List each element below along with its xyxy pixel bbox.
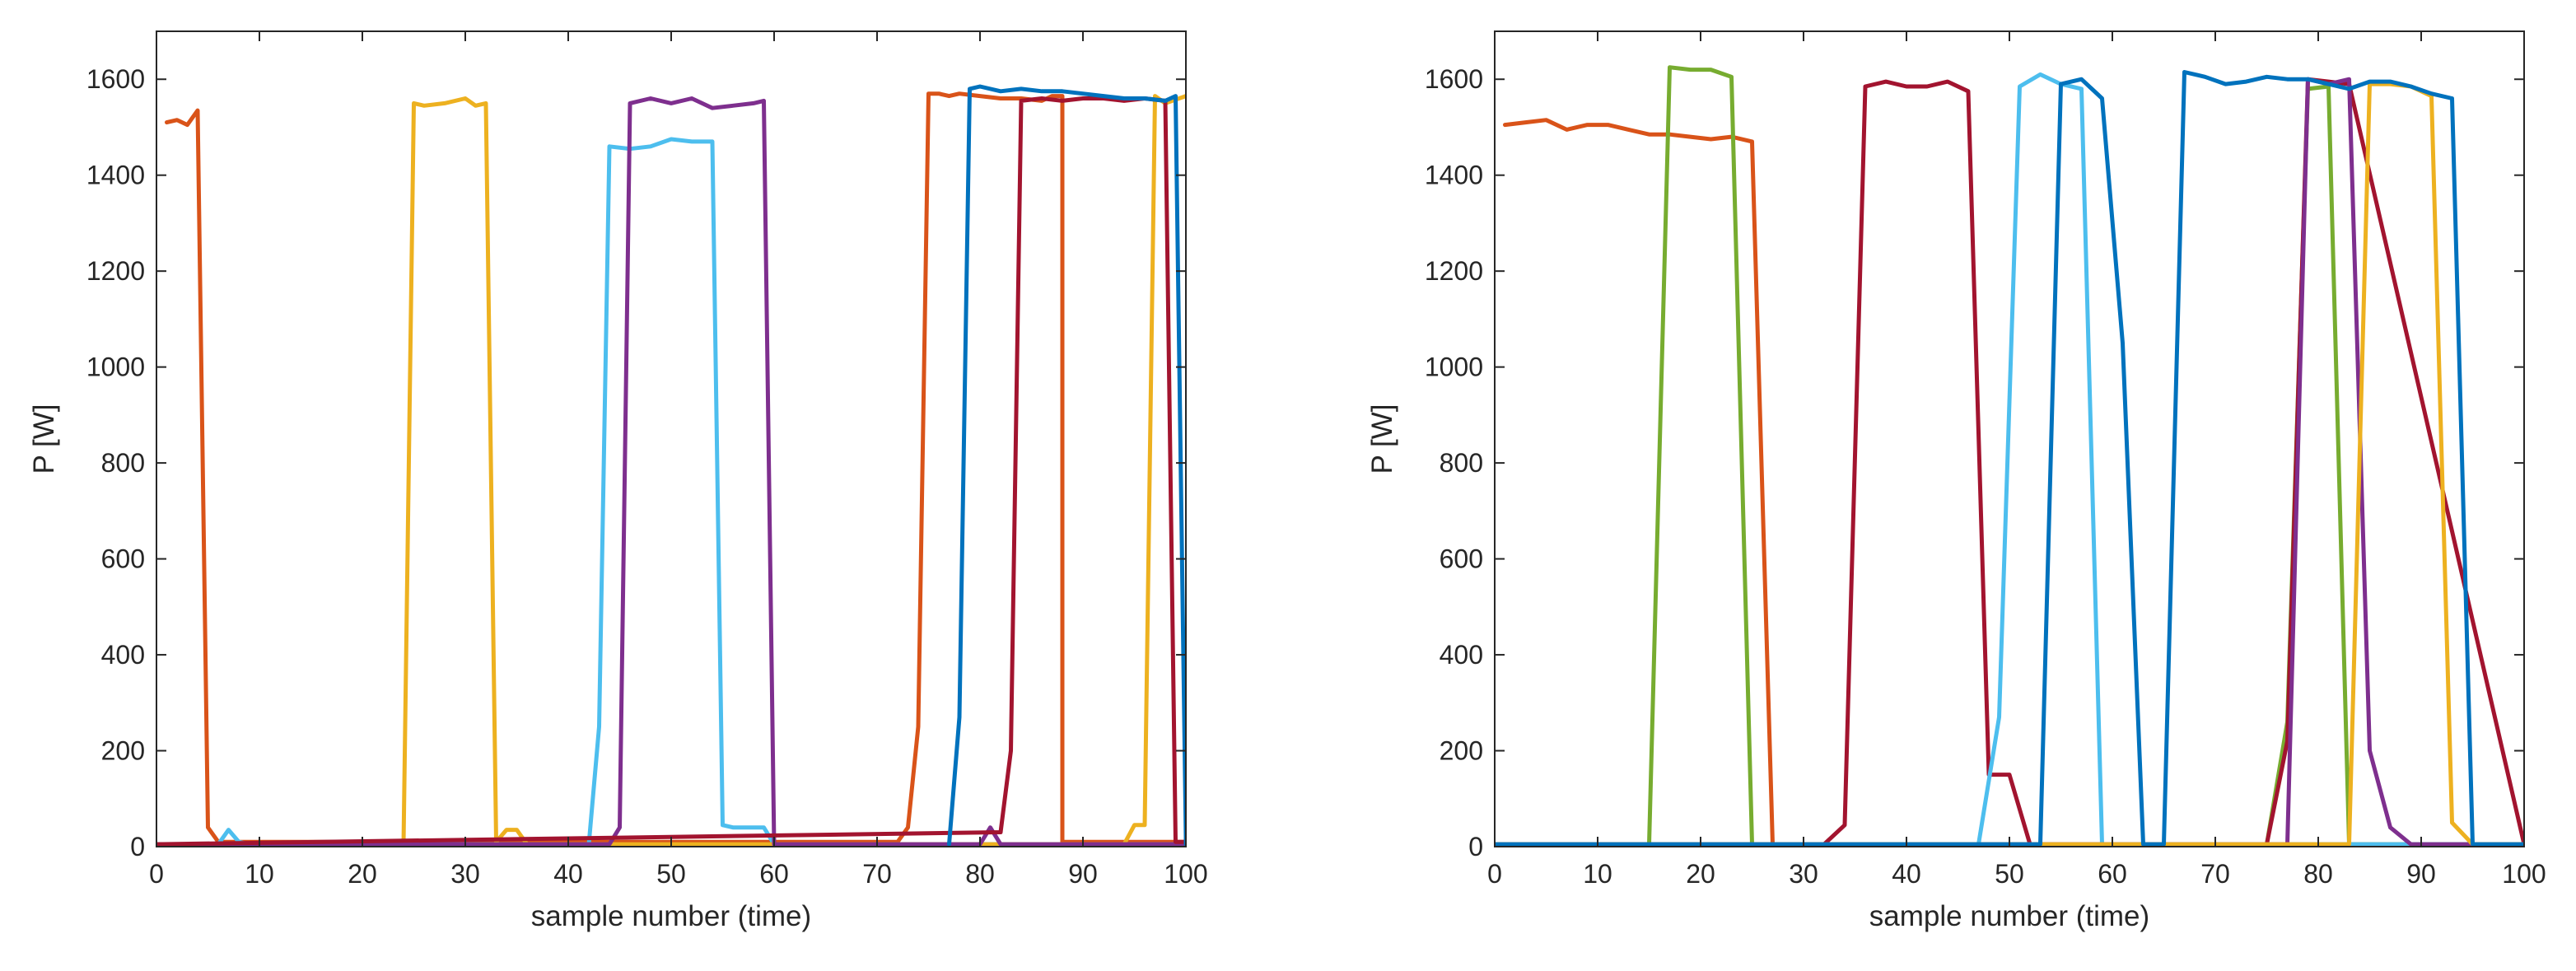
x-tick-label: 20 [348,859,377,889]
x-tick-label: 100 [2502,859,2546,889]
y-tick-label: 0 [130,832,145,861]
y-tick-label: 1000 [1425,352,1483,382]
y-tick-label: 600 [101,544,145,574]
x-tick-label: 0 [1487,859,1502,889]
x-axis-label: sample number (time) [1869,900,2149,932]
y-tick-label: 1600 [1425,64,1483,94]
y-tick-label: 200 [1440,736,1483,766]
y-tick-label: 600 [1440,544,1483,574]
series-line-yellow [156,94,1186,847]
chart-2: 0 10 20 30 40 50 60 70 80 90 100020040060080010001… [1366,30,2546,932]
y-tick-label: 0 [1468,832,1483,861]
axes-box [156,30,1187,847]
series-line-blue [1495,70,2524,847]
x-tick-label: 0 [149,859,164,889]
series-line-orange [165,91,1186,844]
y-tick-label: 1200 [86,256,145,286]
series-line-purple [156,96,1186,847]
chart-1: 0 10 20 30 40 50 60 70 80 90 100020040060080010001… [28,30,1208,932]
y-tick-label: 800 [1440,448,1483,478]
series-line-blue [947,84,1186,847]
x-tick-label: 30 [450,859,480,889]
x-tick-label: 40 [1892,859,1921,889]
x-tick-label: 60 [2098,859,2127,889]
series-line-purple [1495,77,2524,847]
series-line-orange [1503,118,2524,847]
x-tick-label: 50 [656,859,686,889]
x-tick-label: 10 [1583,859,1612,889]
x-tick-label: 20 [1686,859,1715,889]
x-tick-label: 70 [2200,859,2230,889]
y-tick-label: 200 [101,736,145,766]
y-axis-label: P [W] [28,404,60,474]
y-tick-label: 800 [101,448,145,478]
y-tick-label: 400 [1440,640,1483,670]
x-tick-label: 50 [1995,859,2024,889]
x-tick-label: 90 [2406,859,2436,889]
series-line-maroon [156,96,1186,847]
series-line-light-blue [1495,72,2524,847]
x-tick-label: 80 [2303,859,2333,889]
y-tick-label: 1400 [86,161,145,190]
x-tick-label: 80 [965,859,995,889]
x-tick-label: 30 [1789,859,1818,889]
y-tick-label: 400 [101,640,145,670]
plot-area [156,84,1186,847]
y-tick-label: 1000 [86,352,145,382]
x-tick-label: 10 [245,859,274,889]
x-axis-label: sample number (time) [531,900,811,932]
plot-area [1495,65,2524,847]
x-tick-label: 100 [1164,859,1207,889]
y-tick-label: 1400 [1425,161,1483,190]
y-tick-label: 1200 [1425,256,1483,286]
y-tick-label: 1600 [86,64,145,94]
x-tick-label: 60 [759,859,789,889]
y-axis-label: P [W] [1366,404,1398,474]
x-tick-label: 40 [553,859,583,889]
x-tick-label: 90 [1068,859,1098,889]
series-line-light-blue [156,137,1186,847]
x-tick-label: 70 [862,859,892,889]
